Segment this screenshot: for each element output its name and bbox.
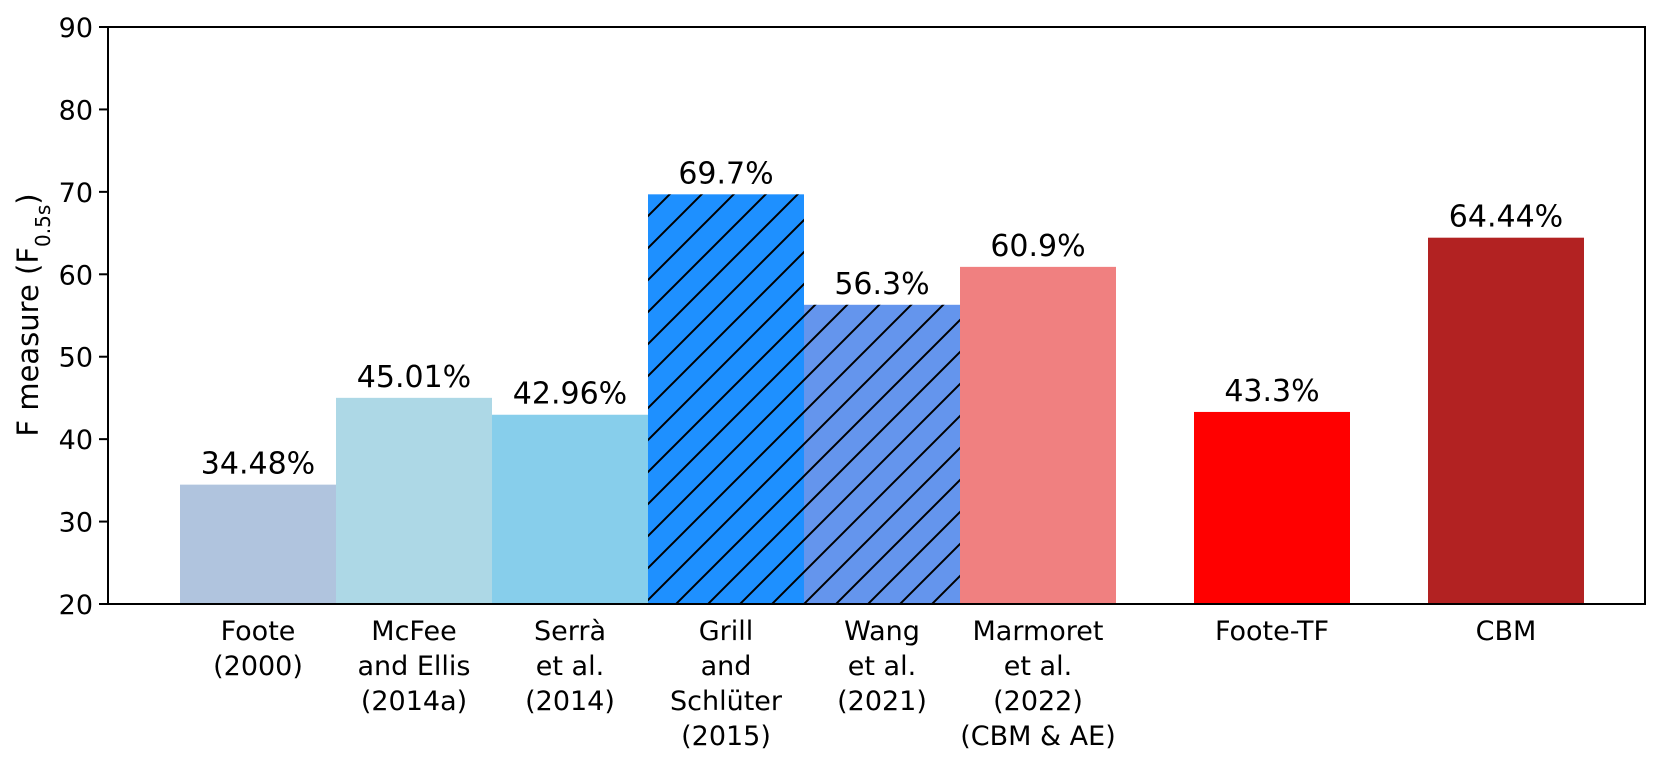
category-label-2: Serrà et al. (2014): [525, 616, 615, 717]
category-label-1: McFee and Ellis (2014a): [357, 616, 470, 717]
category-label-5: Marmoret et al. (2022) (CBM & AE): [960, 616, 1116, 752]
y-tick-label-40: 40: [59, 425, 93, 456]
bar-2: [492, 414, 648, 604]
bar-1: [336, 397, 492, 604]
value-label-7: 64.44%: [1449, 200, 1563, 235]
bars-layer: [180, 194, 1584, 604]
category-label-3: Grill and Schlüter (2015): [670, 616, 783, 752]
value-label-6: 43.3%: [1224, 374, 1319, 409]
y-tick-label-20: 20: [59, 590, 93, 621]
bar-hatch-3: [648, 194, 804, 604]
category-label-0: Foote (2000): [213, 616, 303, 682]
bar-7: [1428, 237, 1584, 604]
y-tick-label-30: 30: [59, 508, 93, 539]
category-label-7: CBM: [1476, 616, 1537, 647]
bar-6: [1194, 411, 1350, 604]
value-label-4: 56.3%: [834, 267, 929, 302]
value-label-2: 42.96%: [513, 377, 627, 412]
y-tick-label-60: 60: [59, 260, 93, 291]
y-axis-label: F measure (F0.5s): [11, 193, 55, 436]
value-label-5: 60.9%: [990, 229, 1085, 264]
y-tick-label-90: 90: [59, 13, 93, 44]
value-label-3: 69.7%: [678, 156, 773, 191]
y-tick-label-50: 50: [59, 343, 93, 374]
category-label-4: Wang et al. (2021): [837, 616, 927, 717]
plot-frame: [107, 26, 1646, 605]
y-tick-label-70: 70: [59, 178, 93, 209]
value-label-1: 45.01%: [357, 360, 471, 395]
bar-hatch-4: [804, 304, 960, 604]
bar-5: [960, 266, 1116, 604]
value-labels: 34.48% 45.01% 42.96% 69.7% 56.3% 60.9% 43.3% 64…: [201, 156, 1563, 481]
category-label-6: Foote-TF: [1215, 616, 1329, 647]
category-labels: Foote (2000) McFee and Ellis (2014a) Serrà et …: [213, 616, 1536, 752]
y-tick-label-80: 80: [59, 95, 93, 126]
value-label-0: 34.48%: [201, 447, 315, 482]
bar-0: [180, 484, 336, 604]
y-axis: 20 30 40 50 60 70 80 90: [59, 13, 108, 621]
